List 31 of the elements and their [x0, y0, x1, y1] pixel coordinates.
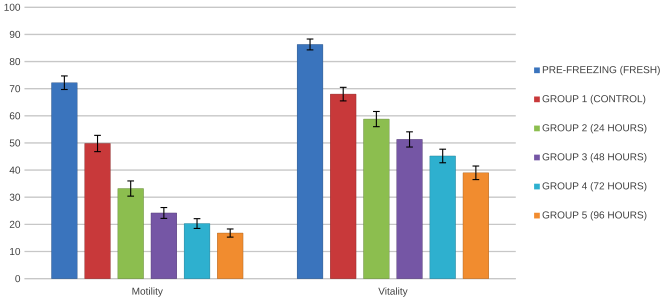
- y-tick-label: 40: [10, 166, 20, 174]
- y-tick-label: 0: [15, 274, 20, 282]
- y-tick-label: 10: [10, 248, 20, 255]
- bar: [51, 82, 78, 279]
- legend-label: GROUP 2 (24 HOURS): [542, 124, 646, 134]
- bar: [118, 188, 144, 279]
- bar: [330, 94, 356, 279]
- bar: [217, 232, 244, 279]
- y-tick-label: 90: [10, 30, 20, 38]
- y-tick-label: 100: [4, 4, 20, 11]
- x-tick-label: Motility: [132, 287, 163, 296]
- bar: [184, 223, 210, 279]
- legend-label: GROUP 1 (CONTROL): [542, 94, 646, 104]
- y-tick-label: 20: [10, 220, 20, 228]
- y-tick-label: 30: [10, 193, 20, 201]
- bar: [84, 143, 111, 279]
- y-tick-label: 50: [10, 139, 20, 146]
- bar: [462, 172, 489, 279]
- legend-label: PRE-FREEZING (FRESH): [542, 66, 660, 75]
- bar: [396, 138, 423, 279]
- y-tick-label: 80: [10, 58, 20, 65]
- y-tick-label: 60: [10, 112, 20, 120]
- bar: [296, 44, 324, 279]
- x-tick-label: Vitality: [378, 287, 408, 296]
- legend-label: GROUP 3 (48 HOURS): [542, 152, 646, 162]
- bar: [150, 212, 177, 279]
- bar: [430, 156, 456, 279]
- y-tick-label: 70: [10, 84, 20, 92]
- legend-label: GROUP 5 (96 HOURS): [542, 210, 646, 220]
- bar: [363, 118, 390, 279]
- legend-label: GROUP 4 (72 HOURS): [542, 182, 646, 192]
